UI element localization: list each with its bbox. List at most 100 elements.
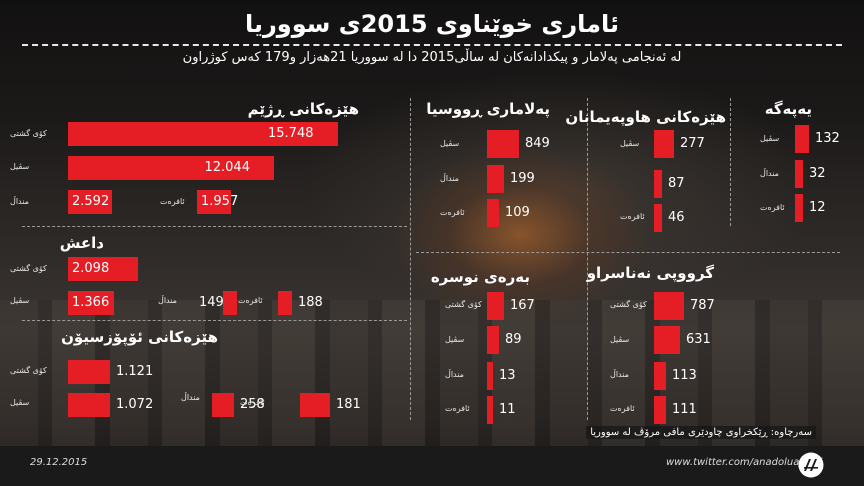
panel-title-opposition: هێزەکانی ئۆپۆزسیۆن bbox=[61, 328, 218, 346]
bar-2-1 bbox=[68, 393, 110, 417]
category-label-5-0: سڤیل bbox=[760, 134, 780, 143]
panel-title-nusra: بەرەی نوسرە bbox=[430, 268, 530, 286]
bar-4-1 bbox=[654, 170, 662, 198]
bar-2-3 bbox=[300, 393, 330, 417]
value-label-2-0: 1.121 bbox=[116, 364, 154, 379]
value-label-4-2: 46 bbox=[668, 210, 685, 225]
bar-1-0 bbox=[68, 257, 138, 281]
value-label-1-0: 2.098 bbox=[72, 261, 110, 276]
category-label-1-2: منداڵ bbox=[158, 296, 177, 305]
category-label-4-0: سڤیل bbox=[620, 139, 640, 148]
category-label-0-1: سڤیل bbox=[10, 162, 30, 171]
value-label-6-0: 167 bbox=[510, 298, 535, 313]
city-silhouette bbox=[0, 300, 864, 450]
value-label-3-0: 849 bbox=[525, 136, 550, 151]
separator-vertical-3 bbox=[730, 98, 731, 226]
value-label-4-0: 277 bbox=[680, 136, 705, 151]
value-label-5-2: 12 bbox=[809, 200, 826, 215]
category-label-6-2: منداڵ bbox=[445, 370, 464, 379]
bar-1-2 bbox=[223, 291, 237, 315]
separator-vertical-2 bbox=[587, 98, 588, 420]
category-label-0-0: کۆی گشتی bbox=[10, 129, 47, 138]
bar-0-3 bbox=[197, 190, 231, 214]
value-label-3-1: 199 bbox=[510, 171, 535, 186]
value-label-0-0: 15.748 bbox=[268, 126, 314, 141]
category-label-6-0: کۆی گشتی bbox=[445, 300, 482, 309]
value-label-3-2: 109 bbox=[505, 205, 530, 220]
category-label-7-3: ئافرەت bbox=[610, 404, 635, 413]
bar-1-1 bbox=[68, 291, 114, 315]
twitter-link[interactable]: www.twitter.com/anadoluajansi bbox=[666, 457, 823, 468]
bar-6-1 bbox=[487, 326, 499, 354]
category-label-2-3: ئافرەت bbox=[240, 398, 265, 407]
category-label-4-2: ئافرەت bbox=[620, 212, 645, 221]
value-label-2-2: 258 bbox=[240, 397, 265, 412]
panel-title-isis: داعش bbox=[59, 234, 104, 252]
value-label-6-1: 89 bbox=[505, 332, 522, 347]
category-label-3-2: ئافرەت bbox=[440, 208, 465, 217]
value-label-2-1: 1.072 bbox=[116, 397, 154, 412]
value-label-7-1: 631 bbox=[686, 332, 711, 347]
value-label-5-0: 132 bbox=[815, 131, 840, 146]
bar-6-2 bbox=[487, 362, 493, 390]
category-label-2-1: سڤیل bbox=[10, 398, 30, 407]
category-label-7-2: منداڵ bbox=[610, 370, 629, 379]
value-label-0-3: 1.957 bbox=[201, 194, 239, 209]
page-title: ئاماری خوێناوی 2015ی سووریا bbox=[244, 10, 620, 38]
bar-4-0 bbox=[654, 130, 674, 158]
bar-0-2 bbox=[68, 190, 113, 214]
value-label-7-3: 111 bbox=[672, 402, 697, 417]
bar-3-2 bbox=[487, 199, 499, 227]
category-label-1-0: کۆی گشتی bbox=[10, 264, 47, 273]
separator-horizontal-3 bbox=[416, 252, 840, 253]
bar-7-1 bbox=[654, 326, 680, 354]
panel-title-unknown: گرووپی نەناسراو bbox=[586, 264, 714, 282]
category-label-5-1: منداڵ bbox=[760, 169, 779, 178]
value-label-7-2: 113 bbox=[672, 368, 697, 383]
bar-0-0 bbox=[68, 122, 338, 146]
bar-3-1 bbox=[487, 165, 504, 193]
bar-1-3 bbox=[278, 291, 292, 315]
value-label-1-3: 188 bbox=[298, 295, 323, 310]
value-label-4-1: 87 bbox=[668, 176, 685, 191]
category-label-7-1: سڤیل bbox=[610, 335, 630, 344]
value-label-1-1: 1.366 bbox=[72, 295, 110, 310]
page-subtitle: لە ئەنجامی پەلامار و پیکدادانەکان لە ساڵ… bbox=[182, 50, 682, 65]
source-note: سەرچاوە: ڕێکخراوی چاودێری مافی مرۆڤ لە س… bbox=[586, 426, 816, 439]
category-label-3-0: سڤیل bbox=[440, 139, 460, 148]
bar-6-0 bbox=[487, 292, 504, 320]
date-label: 29.12.2015 bbox=[30, 457, 88, 468]
bar-5-0 bbox=[795, 125, 809, 153]
value-label-5-1: 32 bbox=[809, 166, 826, 181]
bar-4-2 bbox=[654, 204, 662, 232]
value-label-2-3: 181 bbox=[336, 397, 361, 412]
category-label-1-3: ئافرەت bbox=[238, 296, 263, 305]
bar-2-0 bbox=[68, 360, 110, 384]
bar-5-2 bbox=[795, 194, 803, 222]
category-label-2-2: منداڵ bbox=[181, 393, 200, 402]
panel-title-ypg: یەپەگە bbox=[764, 100, 812, 118]
bar-3-0 bbox=[487, 130, 519, 158]
category-label-5-2: ئافرەت bbox=[760, 203, 785, 212]
category-label-1-1: سڤیل bbox=[10, 296, 30, 305]
value-label-6-2: 13 bbox=[499, 368, 516, 383]
value-label-0-1: 12.044 bbox=[204, 160, 250, 175]
bar-0-1 bbox=[68, 156, 275, 180]
panel-title-coalition: هێزەکانی هاوپەیمانان bbox=[565, 108, 726, 126]
footer-bar bbox=[0, 446, 864, 486]
panel-title-regime: هێزەکانی ڕژێم bbox=[247, 100, 359, 118]
separator-horizontal-2 bbox=[22, 320, 407, 321]
bar-2-2 bbox=[212, 393, 234, 417]
value-label-0-2: 2.592 bbox=[72, 194, 110, 209]
bar-5-1 bbox=[795, 160, 803, 188]
category-label-2-0: کۆی گشتی bbox=[10, 366, 47, 375]
bar-7-0 bbox=[654, 292, 684, 320]
category-label-7-0: کۆی گشتی bbox=[610, 300, 647, 309]
value-label-7-0: 787 bbox=[690, 298, 715, 313]
bar-7-3 bbox=[654, 396, 666, 424]
category-label-6-3: ئافرەت bbox=[445, 404, 470, 413]
category-label-3-1: منداڵ bbox=[440, 174, 459, 183]
bar-7-2 bbox=[654, 362, 666, 390]
value-label-6-3: 11 bbox=[499, 402, 516, 417]
